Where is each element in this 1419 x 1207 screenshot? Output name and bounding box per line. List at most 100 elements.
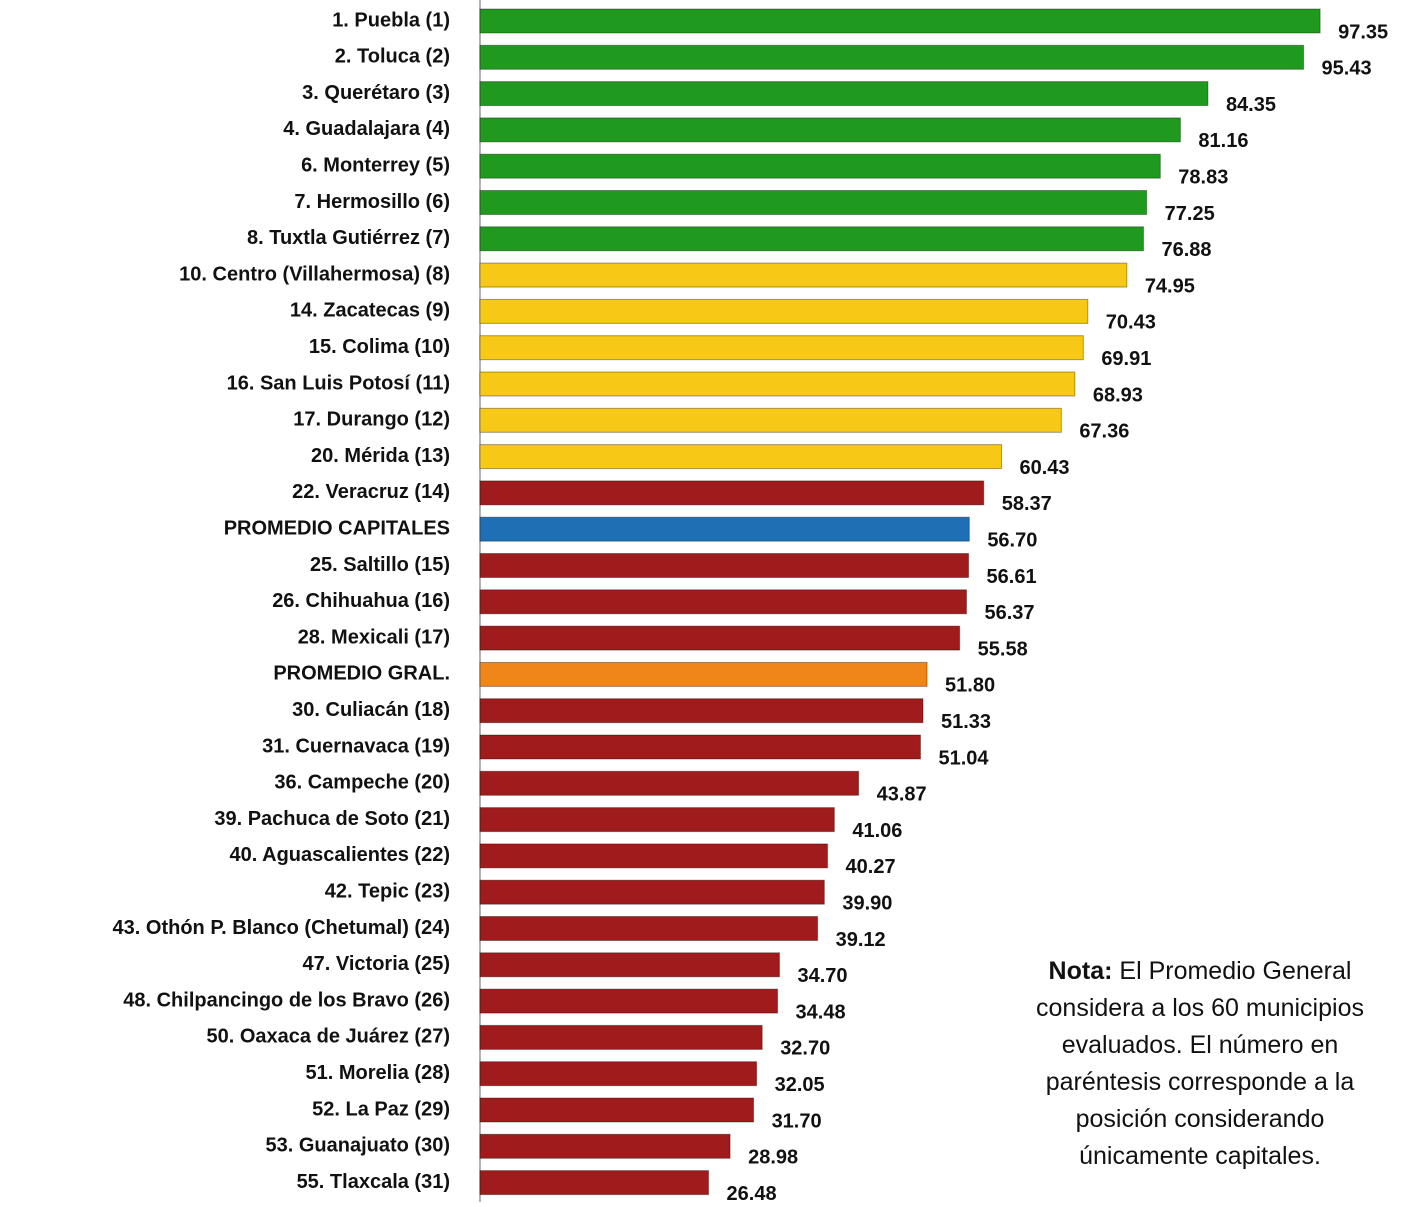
bar	[479, 407, 1062, 433]
note-text: posición considerando	[1076, 1105, 1325, 1133]
value-label: 70.43	[1106, 312, 1156, 334]
bar	[479, 1097, 755, 1123]
note-line: evaluados. El número en	[1062, 1031, 1339, 1059]
value-label: 26.48	[727, 1183, 777, 1202]
value-label: 40.27	[846, 856, 896, 878]
bar	[479, 371, 1076, 397]
value-label: 34.48	[796, 1001, 846, 1023]
category-label: 36. Campeche (20)	[274, 772, 450, 794]
bar	[479, 625, 961, 651]
value-label: 56.37	[984, 602, 1034, 624]
bar	[479, 298, 1089, 324]
bar	[479, 698, 924, 724]
value-label: 51.80	[945, 675, 995, 697]
category-label: 28. Mexicali (17)	[298, 626, 450, 648]
value-label: 78.83	[1178, 166, 1228, 188]
note-text: considera a los 60 municipios	[1036, 994, 1364, 1022]
note-text: únicamente capitales.	[1079, 1142, 1321, 1170]
bar	[479, 807, 835, 833]
bar	[479, 1133, 731, 1159]
value-label: 84.35	[1226, 94, 1276, 116]
category-label: 43. Othón P. Blanco (Chetumal) (24)	[113, 917, 450, 939]
value-label: 32.05	[775, 1074, 825, 1096]
category-label: 52. La Paz (29)	[312, 1098, 450, 1120]
value-label: 39.12	[836, 929, 886, 951]
value-label: 74.95	[1145, 275, 1195, 297]
value-label: 95.43	[1322, 58, 1372, 80]
category-label: 39. Pachuca de Soto (21)	[214, 808, 450, 830]
bar	[479, 553, 970, 578]
value-label: 67.36	[1079, 421, 1129, 443]
bar	[479, 262, 1128, 288]
bar	[479, 226, 1144, 252]
category-label: 50. Oaxaca de Juárez (27)	[207, 1026, 450, 1048]
category-label: 1. Puebla (1)	[332, 9, 450, 31]
bar	[479, 516, 970, 542]
category-label: 30. Culiacán (18)	[292, 699, 450, 721]
bar	[479, 1170, 710, 1196]
bar	[479, 952, 780, 978]
bar	[479, 589, 967, 615]
category-label: 10. Centro (Villahermosa) (8)	[179, 263, 450, 285]
bar	[479, 44, 1305, 70]
category-label: 25. Saltillo (15)	[310, 554, 450, 576]
bar	[479, 1061, 758, 1087]
value-label: 28.98	[748, 1147, 798, 1169]
category-label: 42. Tepic (23)	[325, 880, 450, 902]
bar	[479, 770, 860, 796]
note-label: Nota:	[1049, 957, 1113, 985]
value-label: 55.58	[978, 638, 1028, 660]
bar	[479, 734, 921, 760]
bar	[479, 1024, 763, 1050]
bar	[479, 661, 928, 687]
value-label: 43.87	[877, 784, 927, 806]
value-label: 56.61	[987, 566, 1037, 588]
value-label: 31.70	[772, 1110, 822, 1132]
value-label: 39.90	[842, 892, 892, 914]
category-label: 2. Toluca (2)	[335, 46, 450, 68]
bar	[479, 916, 819, 941]
category-label: 15. Colima (10)	[309, 336, 450, 358]
category-label: 17. Durango (12)	[293, 409, 450, 431]
category-label: 4. Guadalajara (4)	[283, 118, 450, 140]
note-text: El Promedio General	[1119, 957, 1351, 985]
bar	[479, 480, 985, 506]
category-label: 31. Cuernavaca (19)	[262, 735, 450, 757]
category-label: PROMEDIO CAPITALES	[224, 517, 450, 539]
note-line: posición considerando	[1076, 1105, 1325, 1133]
note-line: considera a los 60 municipios	[1036, 994, 1364, 1022]
category-label: 6. Monterrey (5)	[301, 154, 450, 176]
category-label: 16. San Luis Potosí (11)	[227, 372, 450, 394]
note-space	[1112, 957, 1119, 985]
value-label: 56.70	[987, 529, 1037, 551]
category-label: 48. Chilpancingo de los Bravo (26)	[123, 989, 450, 1011]
category-label: 8. Tuxtla Gutiérrez (7)	[247, 227, 450, 249]
value-label: 51.33	[941, 711, 991, 733]
bar	[479, 988, 779, 1014]
bar	[479, 8, 1321, 34]
value-label: 32.70	[780, 1038, 830, 1060]
value-label: 69.91	[1101, 348, 1151, 370]
category-label: 40. Aguascalientes (22)	[230, 844, 450, 866]
category-label: 20. Mérida (13)	[311, 445, 450, 467]
category-label: 3. Querétaro (3)	[302, 82, 450, 104]
category-label: 7. Hermosillo (6)	[294, 191, 450, 213]
bar	[479, 444, 1003, 470]
value-label: 68.93	[1093, 384, 1143, 406]
value-label: 41.06	[852, 820, 902, 842]
bar	[479, 843, 829, 869]
category-label: 53. Guanajuato (30)	[266, 1135, 451, 1157]
bar	[479, 879, 825, 905]
value-label: 60.43	[1020, 457, 1070, 479]
category-label: 26. Chihuahua (16)	[272, 590, 450, 612]
category-label: 55. Tlaxcala (31)	[297, 1171, 450, 1193]
category-label: 47. Victoria (25)	[303, 953, 450, 975]
value-label: 58.37	[1002, 493, 1052, 515]
category-label: 51. Morelia (28)	[305, 1062, 450, 1084]
category-label: 22. Veracruz (14)	[292, 481, 450, 503]
category-label: 14. Zacatecas (9)	[290, 300, 450, 322]
note-line: Nota: El Promedio General	[1049, 957, 1352, 985]
bar	[479, 190, 1148, 215]
